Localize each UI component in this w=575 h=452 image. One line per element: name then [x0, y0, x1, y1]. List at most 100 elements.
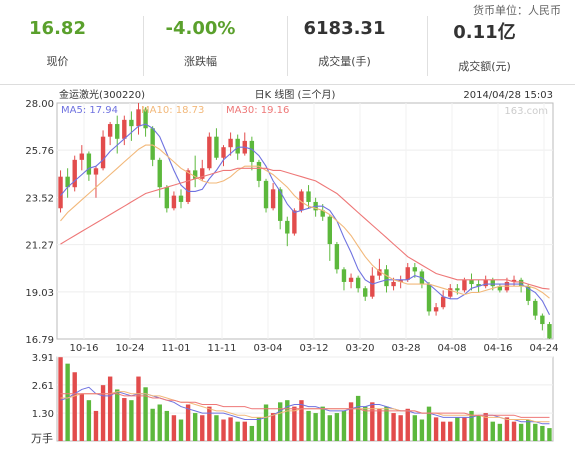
- volume-bar: [100, 385, 106, 441]
- volume-bar: [412, 415, 418, 441]
- volume-bar: [115, 389, 120, 441]
- candle-body: [214, 136, 219, 158]
- volume-bar: [228, 417, 233, 441]
- ma-legend: MA5: 17.94 MA10: 18.73 MA30: 19.16: [61, 105, 289, 116]
- volume-bar: [511, 421, 517, 441]
- candle-body: [178, 195, 184, 202]
- volume-bar: [348, 402, 354, 441]
- volume-bar: [363, 406, 368, 441]
- candle-body: [476, 284, 481, 287]
- candle-body: [235, 138, 240, 154]
- price-plot-frame: [56, 102, 554, 340]
- candle-body: [72, 159, 77, 188]
- volume-bar: [200, 415, 205, 441]
- volume-bar: [107, 376, 113, 441]
- candle-body: [263, 180, 269, 209]
- volume-bar: [249, 425, 255, 441]
- candle-body: [412, 267, 418, 272]
- candle-body: [200, 168, 205, 179]
- volume-bar: [93, 410, 99, 441]
- candle-body: [370, 275, 375, 297]
- currency-unit-note: 货币单位：人民币: [473, 4, 561, 17]
- price-y-tick-label: 21.27: [25, 241, 54, 252]
- volume-bar: [86, 400, 92, 441]
- volume-bar: [150, 408, 155, 441]
- volume-bar: [405, 408, 410, 441]
- candle-body: [157, 159, 162, 188]
- candle-body: [377, 269, 382, 276]
- volume-bar: [334, 413, 340, 441]
- candle-body: [58, 176, 63, 209]
- candle-body: [100, 136, 106, 169]
- volume-y-axis: 3.91 2.61 1.30: [32, 353, 54, 420]
- candle-body: [469, 279, 474, 285]
- volume-bar: [242, 421, 247, 441]
- candle-body: [518, 279, 524, 287]
- price-y-axis: 28.00 25.76 23.52 21.27 19.03 16.79: [25, 99, 54, 346]
- stat-turnover: 0.11亿 成交额(元): [427, 14, 542, 80]
- x-axis: 10-16 10-24 11-01 11-11 03-04 03-12 03-20 03-28…: [69, 343, 558, 354]
- candle-body: [143, 109, 148, 129]
- candle-body: [299, 191, 304, 211]
- price-y-tick-label: 23.52: [25, 193, 54, 204]
- stat-divider: [143, 16, 144, 76]
- vol_ma5-line: [60, 386, 550, 425]
- candle-body: [341, 269, 347, 282]
- volume-bar: [370, 402, 375, 441]
- volume-bar: [157, 404, 162, 441]
- candle-body: [65, 176, 70, 188]
- volume-bar: [136, 376, 141, 441]
- stat-divider: [287, 16, 288, 76]
- candle-body: [285, 220, 290, 234]
- volume-bar: [185, 404, 191, 441]
- volume-bar: [122, 398, 127, 441]
- volume-bar: [207, 406, 212, 441]
- candle-body: [433, 307, 439, 312]
- volume-bar: [433, 417, 439, 441]
- price-y-tick-label: 28.00: [25, 99, 54, 110]
- volume-bar: [235, 421, 240, 441]
- x-tick-label: 03-12: [299, 343, 328, 354]
- candle-body: [455, 288, 460, 291]
- volume-bar: [483, 413, 488, 441]
- volume-bar: [341, 410, 347, 441]
- legend-ma30: MA30: 19.16: [226, 105, 289, 116]
- candle-body: [136, 109, 141, 127]
- candle-body: [426, 284, 432, 312]
- volume-bar: [384, 406, 389, 441]
- volume-bar: [221, 419, 226, 441]
- x-tick-label: 04-08: [437, 343, 466, 354]
- price-grid: [57, 103, 553, 339]
- candle-body: [540, 315, 545, 325]
- volume-bar: [504, 417, 510, 441]
- volume-bar: [164, 410, 170, 441]
- volume-bar: [58, 357, 63, 441]
- chart-watermark: 163.com: [504, 106, 548, 117]
- candle-body: [150, 128, 155, 160]
- volume-bar: [65, 363, 70, 441]
- current-price-label: 现价: [46, 55, 69, 68]
- candle-body: [327, 216, 332, 245]
- volume-bar: [497, 423, 503, 441]
- chart-timestamp: 2014/04/28 15:03: [463, 90, 553, 101]
- volume-bar: [320, 406, 325, 441]
- candle-body: [334, 244, 340, 270]
- candle-body: [292, 210, 297, 234]
- candle-body: [547, 324, 552, 339]
- volume-bar: [306, 410, 311, 441]
- ma5-line: [60, 123, 550, 316]
- candle-body: [306, 191, 311, 202]
- volume-bar-series: [58, 357, 552, 441]
- volume-label: 成交量(手): [318, 55, 371, 68]
- candle-body: [192, 170, 198, 179]
- candle-body: [483, 279, 488, 287]
- candle-body: [440, 296, 446, 308]
- legend-ma5: MA5: 17.94: [61, 105, 118, 116]
- moving-average-lines: [60, 123, 550, 316]
- volume-bar: [526, 419, 531, 441]
- volume-bar: [270, 413, 276, 441]
- change-percent-value: -4.00%: [165, 18, 236, 39]
- volume-bar: [129, 400, 134, 441]
- volume-bar: [469, 410, 474, 441]
